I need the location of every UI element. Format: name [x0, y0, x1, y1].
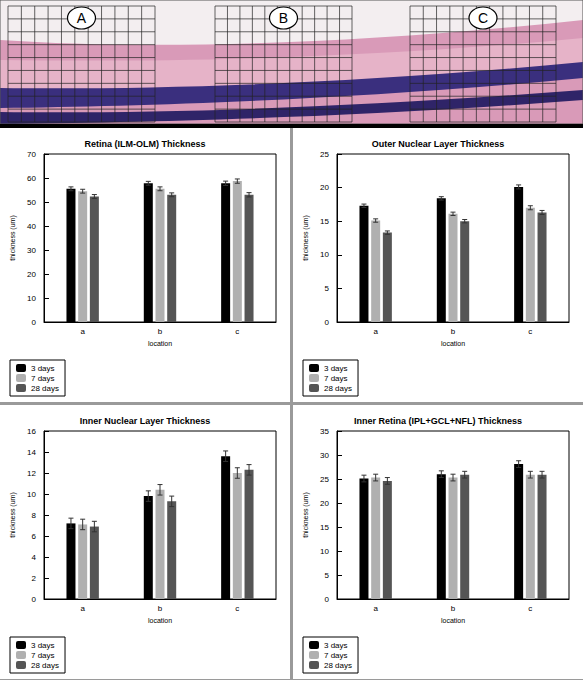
svg-text:0: 0: [325, 318, 330, 327]
svg-text:40: 40: [27, 222, 36, 231]
svg-text:b: b: [158, 327, 163, 336]
svg-text:thickness (um): thickness (um): [302, 215, 310, 261]
svg-text:0: 0: [32, 595, 37, 604]
svg-text:20: 20: [320, 183, 329, 192]
svg-text:Retina (ILM-OLM) Thickness: Retina (ILM-OLM) Thickness: [84, 139, 205, 149]
svg-text:thickness (um): thickness (um): [302, 492, 310, 538]
svg-text:a: a: [373, 604, 378, 613]
svg-text:3 days: 3 days: [31, 641, 55, 650]
svg-text:c: c: [528, 327, 532, 336]
svg-text:14: 14: [27, 448, 36, 457]
svg-text:7 days: 7 days: [31, 651, 55, 660]
svg-text:c: c: [235, 604, 239, 613]
svg-text:location: location: [148, 340, 172, 347]
svg-text:C: C: [478, 10, 488, 26]
svg-text:8: 8: [32, 511, 37, 520]
svg-text:6: 6: [32, 532, 37, 541]
svg-text:a: a: [80, 604, 85, 613]
svg-text:c: c: [235, 327, 239, 336]
svg-text:3 days: 3 days: [324, 641, 348, 650]
svg-text:0: 0: [325, 595, 330, 604]
svg-text:5: 5: [325, 284, 330, 293]
svg-text:thickness (um): thickness (um): [9, 215, 17, 261]
svg-text:2: 2: [32, 574, 37, 583]
svg-text:3 days: 3 days: [31, 364, 55, 373]
svg-text:3 days: 3 days: [324, 364, 348, 373]
svg-text:25: 25: [320, 150, 329, 159]
svg-text:28 days: 28 days: [324, 661, 352, 670]
svg-text:12: 12: [27, 469, 36, 478]
svg-text:15: 15: [320, 523, 329, 532]
svg-text:A: A: [77, 10, 87, 26]
svg-text:a: a: [80, 327, 85, 336]
svg-text:60: 60: [27, 174, 36, 183]
svg-text:7 days: 7 days: [31, 374, 55, 383]
svg-text:15: 15: [320, 217, 329, 226]
svg-text:b: b: [158, 604, 163, 613]
svg-text:16: 16: [27, 427, 36, 436]
svg-text:20: 20: [27, 270, 36, 279]
svg-text:50: 50: [27, 198, 36, 207]
svg-text:B: B: [279, 10, 288, 26]
svg-text:0: 0: [32, 318, 37, 327]
svg-text:b: b: [451, 327, 456, 336]
svg-text:10: 10: [27, 294, 36, 303]
svg-text:35: 35: [320, 427, 329, 436]
svg-text:location: location: [148, 617, 172, 624]
svg-text:b: b: [451, 604, 456, 613]
svg-text:28 days: 28 days: [324, 384, 352, 393]
svg-text:30: 30: [27, 246, 36, 255]
svg-text:28 days: 28 days: [31, 661, 59, 670]
svg-text:70: 70: [27, 150, 36, 159]
svg-text:Inner Retina (IPL+GCL+NFL) Thi: Inner Retina (IPL+GCL+NFL) Thickness: [354, 416, 522, 426]
svg-text:30: 30: [320, 451, 329, 460]
svg-text:a: a: [373, 327, 378, 336]
svg-text:location: location: [441, 617, 465, 624]
svg-text:c: c: [528, 604, 532, 613]
svg-text:4: 4: [32, 553, 37, 562]
svg-text:10: 10: [320, 547, 329, 556]
svg-text:thickness (um): thickness (um): [9, 492, 17, 538]
svg-text:7 days: 7 days: [324, 374, 348, 383]
svg-text:10: 10: [27, 490, 36, 499]
svg-text:20: 20: [320, 499, 329, 508]
svg-text:25: 25: [320, 475, 329, 484]
svg-text:5: 5: [325, 571, 330, 580]
svg-text:10: 10: [320, 250, 329, 259]
svg-text:7 days: 7 days: [324, 651, 348, 660]
svg-text:location: location: [441, 340, 465, 347]
svg-text:28 days: 28 days: [31, 384, 59, 393]
svg-text:Outer Nuclear Layer Thickness: Outer Nuclear Layer Thickness: [372, 139, 505, 149]
svg-text:Inner Nuclear Layer Thickness: Inner Nuclear Layer Thickness: [80, 416, 211, 426]
